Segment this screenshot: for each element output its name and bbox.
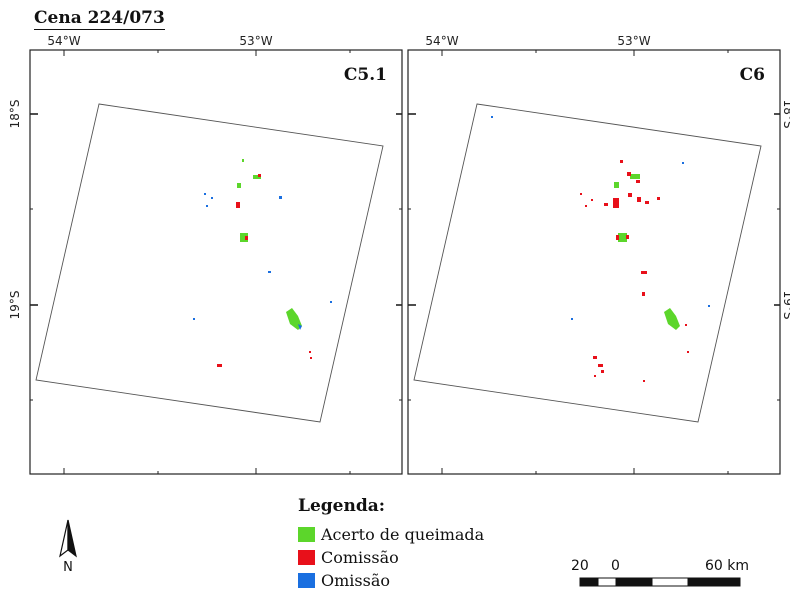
map-panel-c6 bbox=[407, 49, 781, 475]
lon-label-53w: 53°W bbox=[239, 34, 272, 48]
lon-label-53w-right: 53°W bbox=[617, 34, 650, 48]
scale-label-20: 20 bbox=[571, 558, 589, 574]
panel-label-c51: C5.1 bbox=[344, 65, 387, 85]
map-panel-c51 bbox=[29, 49, 403, 475]
legend-label: Acerto de queimada bbox=[321, 525, 485, 544]
legend-swatch-blue bbox=[298, 573, 315, 588]
legend-item-comissao: Comissão bbox=[298, 547, 399, 569]
north-arrow-icon bbox=[59, 519, 77, 558]
panel-label-c6: C6 bbox=[740, 65, 765, 85]
lat-label-18s-right: 18°S bbox=[781, 100, 790, 129]
lon-label-54w-right: 54°W bbox=[425, 34, 458, 48]
legend-title: Legenda: bbox=[298, 496, 386, 516]
legend-swatch-red bbox=[298, 550, 315, 565]
scale-bar bbox=[579, 577, 741, 587]
scale-label-0: 0 bbox=[611, 558, 620, 574]
legend-swatch-green bbox=[298, 527, 315, 542]
panel-frame bbox=[407, 49, 781, 475]
lat-label-18s: 18°S bbox=[8, 100, 22, 129]
legend-label: Comissão bbox=[321, 548, 399, 567]
lat-label-19s-right: 19°S bbox=[781, 291, 790, 320]
lat-label-19s: 19°S bbox=[8, 291, 22, 320]
legend-item-omissao: Omissão bbox=[298, 570, 390, 592]
legend-item-acerto: Acerto de queimada bbox=[298, 524, 484, 546]
legend-label: Omissão bbox=[321, 571, 390, 590]
panel-frame bbox=[29, 49, 403, 475]
map-title: Cena 224/073 bbox=[34, 8, 165, 30]
scene-footprint bbox=[35, 103, 384, 423]
lon-label-54w: 54°W bbox=[47, 34, 80, 48]
north-label: N bbox=[63, 560, 73, 575]
scene-footprint bbox=[413, 103, 762, 423]
scale-label-60km: 60 km bbox=[705, 558, 750, 574]
burned-patches-c51 bbox=[193, 159, 332, 367]
burned-patches-c6 bbox=[491, 116, 710, 382]
